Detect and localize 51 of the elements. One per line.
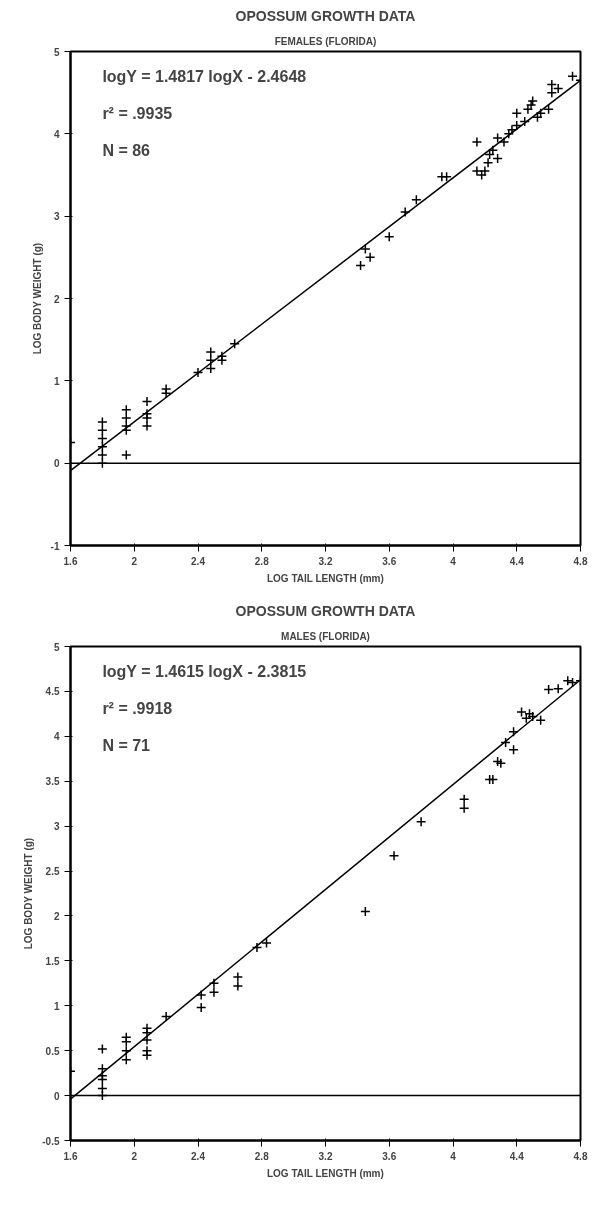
x-tick-label: 1.6: [63, 555, 78, 567]
x-tick-label: 4: [450, 1150, 457, 1162]
annotation: r² = .9935: [102, 104, 173, 122]
x-tick-label: 2.8: [254, 1150, 270, 1162]
y-tick-label: 1: [53, 1000, 60, 1012]
y-tick-label: 2: [53, 910, 60, 922]
x-tick-label: 4.4: [509, 555, 525, 567]
y-tick-label: 1.5: [45, 955, 60, 967]
y-axis-title: LOG BODY WEIGHT (g): [31, 242, 43, 355]
x-tick-label: 2.4: [191, 1150, 206, 1162]
y-tick-label: 0: [53, 458, 60, 470]
y-axis-title: LOG BODY WEIGHT (g): [23, 837, 35, 950]
y-tick-label: 2.5: [45, 866, 60, 878]
x-tick-label: 1.6: [63, 1150, 78, 1162]
y-tick-label: 2: [53, 293, 60, 305]
x-tick-label: 2: [131, 1150, 138, 1162]
y-tick-label: 1: [53, 375, 60, 387]
x-tick-label: 4.4: [509, 1150, 525, 1162]
chart-subtitle: FEMALES (FLORIDA): [274, 35, 377, 47]
y-tick-label: 3.5: [45, 776, 60, 788]
y-tick-label: -0.5: [42, 1135, 60, 1147]
x-axis-title: LOG TAIL LENGTH (mm): [266, 572, 384, 584]
x-tick-label: 2.8: [254, 555, 270, 567]
annotation: N = 71: [102, 736, 151, 754]
y-tick-label: 4: [53, 731, 60, 743]
chart-subtitle: MALES (FLORIDA): [281, 630, 370, 642]
chart-title: OPOSSUM GROWTH DATA: [235, 602, 416, 619]
y-tick-label: 3: [53, 821, 60, 833]
x-tick-label: 3.6: [382, 555, 397, 567]
y-tick-label: 4.5: [45, 686, 60, 698]
annotation: N = 86: [102, 141, 151, 159]
x-tick-label: 4.8: [573, 1150, 588, 1162]
y-tick-label: 0: [53, 1090, 60, 1102]
y-tick-label: 0.5: [45, 1045, 60, 1057]
y-tick-label: 4: [53, 128, 60, 140]
x-tick-label: 2: [131, 555, 138, 567]
x-tick-label: 4: [450, 555, 457, 567]
x-tick-label: 4.8: [573, 555, 588, 567]
x-tick-label: 3.6: [382, 1150, 397, 1162]
x-tick-label: 3.2: [318, 555, 333, 567]
annotation: r² = .9918: [102, 699, 173, 717]
annotation: logY = 1.4817 logX - 2.4648: [102, 67, 307, 85]
x-tick-label: 3.2: [318, 1150, 333, 1162]
annotation: logY = 1.4615 logX - 2.3815: [102, 662, 307, 680]
x-axis-title: LOG TAIL LENGTH (mm): [266, 1167, 384, 1179]
y-tick-label: -1: [50, 540, 60, 552]
y-tick-label: 5: [53, 46, 60, 58]
x-tick-label: 2.4: [191, 555, 206, 567]
y-tick-label: 5: [53, 641, 60, 653]
y-tick-label: 3: [53, 211, 60, 223]
chart-title: OPOSSUM GROWTH DATA: [235, 7, 416, 24]
